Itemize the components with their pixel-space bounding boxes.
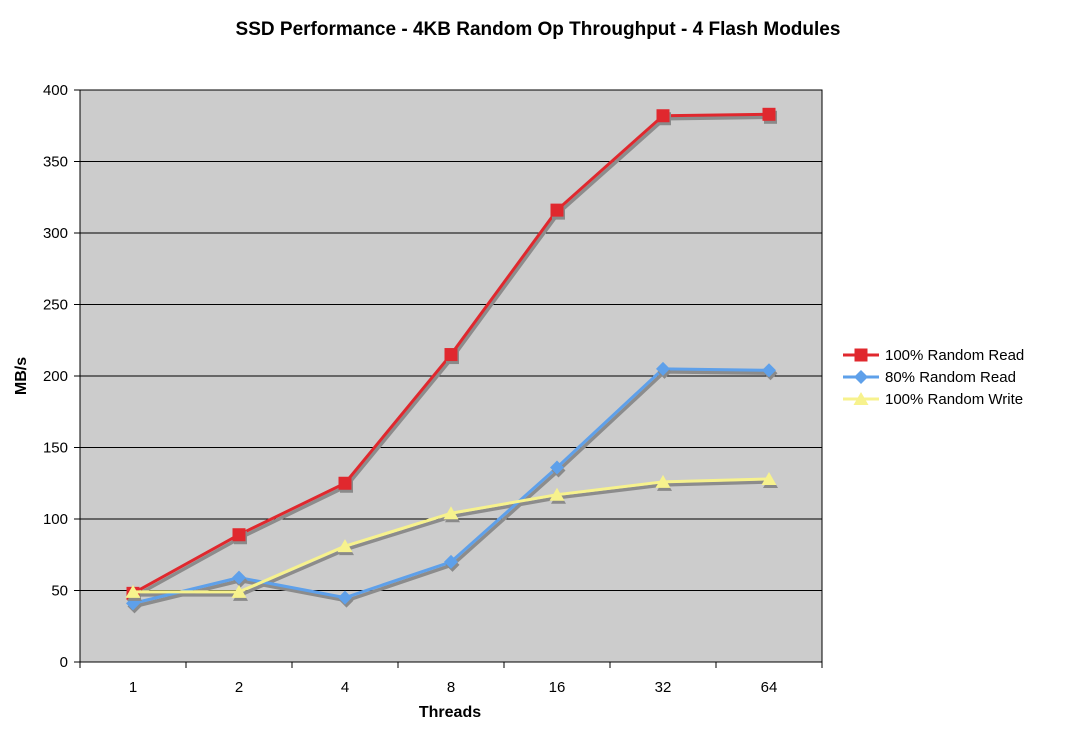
data-point (549, 487, 565, 501)
data-point (231, 584, 247, 598)
data-point (338, 476, 352, 490)
y-tick-label: 300 (43, 225, 68, 242)
legend-swatch-marker (854, 348, 868, 362)
data-point (656, 361, 670, 376)
x-tick-label: 8 (447, 679, 455, 696)
y-tick-label: 200 (43, 368, 68, 385)
data-point (337, 539, 353, 553)
grid-lines (80, 89, 822, 591)
legend: 100% Random Read 80% Random Read 100% Rand… (843, 347, 1024, 408)
x-tick-label: 2 (235, 679, 243, 696)
axes (74, 89, 823, 668)
data-point (550, 203, 564, 217)
y-tick-label: 250 (43, 297, 68, 314)
y-tick-label: 400 (43, 82, 68, 99)
chart-title: SSD Performance - 4KB Random Op Throughp… (235, 19, 841, 40)
y-tick-label: 100 (43, 511, 68, 528)
x-tick-label: 1 (129, 679, 137, 696)
y-axis-label: MB/s (13, 357, 30, 395)
data-point (443, 506, 459, 520)
x-tick-label: 4 (341, 679, 349, 696)
data-point (761, 471, 777, 485)
data-point (550, 460, 564, 475)
data-point (232, 570, 246, 585)
x-tick-label: 32 (655, 679, 672, 696)
legend-swatch-marker (853, 392, 869, 405)
legend-entry: 80% Random Read (885, 369, 1016, 386)
tick-labels: 0 50 100 150 200 250 300 350 400 1 2 4 8 16 32 64 (43, 82, 777, 696)
data-point (338, 590, 352, 605)
data-point (655, 474, 671, 488)
data-point (232, 528, 246, 542)
y-tick-label: 50 (51, 583, 68, 600)
data-point (656, 109, 670, 123)
legend-entry: 100% Random Write (885, 391, 1023, 408)
legend-swatch-marker (854, 370, 868, 384)
data-point (125, 584, 141, 598)
y-tick-label: 150 (43, 440, 68, 457)
data-point (762, 107, 776, 121)
legend-entry: 100% Random Read (885, 347, 1024, 364)
data-point (444, 348, 458, 362)
x-axis-label: Threads (419, 704, 481, 721)
y-tick-label: 350 (43, 154, 68, 171)
y-tick-label: 0 (60, 654, 68, 671)
x-tick-label: 16 (549, 679, 566, 696)
series-group (125, 107, 778, 614)
x-tick-label: 64 (761, 679, 778, 696)
data-point (762, 363, 776, 378)
data-point (444, 554, 458, 569)
